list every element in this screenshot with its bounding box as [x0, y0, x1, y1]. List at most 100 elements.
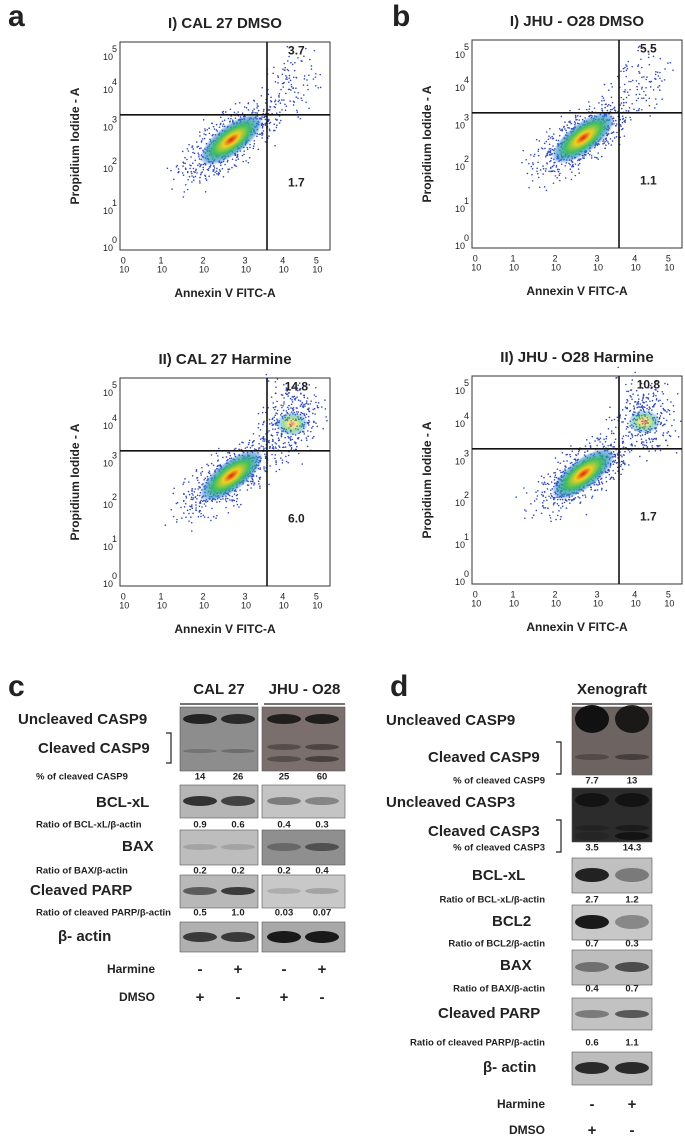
- dot: [655, 71, 657, 73]
- dot: [288, 408, 290, 410]
- dot: [575, 163, 577, 165]
- dot: [262, 126, 264, 128]
- dot: [194, 160, 196, 162]
- x-tick-label: 5: [666, 589, 671, 599]
- dot: [641, 67, 643, 69]
- dot: [272, 73, 274, 75]
- x-tick-label: 3: [594, 253, 599, 263]
- dot: [296, 446, 298, 448]
- dot: [544, 491, 546, 493]
- dot: [250, 481, 252, 483]
- dot: [285, 456, 287, 458]
- dot: [642, 444, 644, 446]
- dot: [297, 98, 299, 100]
- dot: [585, 445, 587, 447]
- dot: [527, 173, 529, 175]
- dot: [195, 168, 197, 170]
- dot: [655, 438, 657, 440]
- dot: [243, 150, 245, 152]
- dot: [630, 81, 632, 83]
- dot: [203, 119, 205, 121]
- dot: [623, 105, 625, 107]
- dot: [252, 110, 254, 112]
- dot: [275, 103, 277, 105]
- dot: [264, 438, 266, 440]
- y-tick-label: 1: [112, 198, 117, 208]
- dot: [227, 171, 229, 173]
- dot: [632, 80, 634, 82]
- dot: [260, 445, 262, 447]
- dot: [253, 484, 255, 486]
- dot: [196, 172, 198, 174]
- dot: [236, 498, 238, 500]
- protein-label: Cleaved CASP9: [38, 740, 150, 757]
- dot: [559, 174, 561, 176]
- dot: [548, 138, 550, 140]
- dot: [243, 154, 245, 156]
- dot: [272, 428, 274, 430]
- blot-band: [575, 754, 609, 760]
- dot: [269, 130, 271, 132]
- dot: [538, 155, 540, 157]
- dot: [656, 445, 658, 447]
- dot: [240, 504, 242, 506]
- dot: [546, 131, 548, 133]
- dot: [571, 499, 573, 501]
- dot: [239, 489, 241, 491]
- dot: [650, 441, 652, 443]
- dot: [236, 495, 238, 497]
- dot: [563, 126, 565, 128]
- x-tick-label: 10: [312, 264, 322, 274]
- dot: [216, 124, 218, 126]
- dot: [226, 501, 228, 503]
- dot: [564, 165, 566, 167]
- dot: [183, 493, 185, 495]
- dot: [201, 140, 203, 142]
- dot: [624, 451, 626, 453]
- dot: [190, 516, 192, 518]
- dot: [523, 487, 525, 489]
- dot: [222, 457, 224, 459]
- dot: [546, 141, 548, 143]
- dot: [276, 124, 278, 126]
- dot: [248, 442, 250, 444]
- dot: [648, 97, 650, 99]
- dot: [653, 89, 655, 91]
- dot: [560, 518, 562, 520]
- dot: [599, 441, 601, 443]
- dot: [567, 127, 569, 129]
- dot: [590, 445, 592, 447]
- x-tick-label: 10: [199, 264, 209, 274]
- dot: [626, 390, 628, 392]
- dot: [549, 148, 551, 150]
- treatment-mark: +: [234, 961, 243, 978]
- dot: [628, 391, 630, 393]
- dot: [204, 478, 206, 480]
- blot-band: [267, 797, 301, 805]
- dot: [559, 462, 561, 464]
- blot-band: [615, 825, 649, 831]
- dot: [541, 512, 543, 514]
- dot: [557, 169, 559, 171]
- dot: [206, 179, 208, 181]
- group-header: CAL 27: [193, 681, 244, 698]
- dot: [200, 502, 202, 504]
- dot: [176, 519, 178, 521]
- dot: [268, 94, 270, 96]
- blot-band: [305, 744, 339, 750]
- dot: [306, 439, 308, 441]
- dot: [645, 397, 647, 399]
- dot: [625, 414, 627, 416]
- dot: [666, 432, 668, 434]
- dot: [300, 60, 302, 62]
- dot: [667, 384, 669, 386]
- dot: [225, 497, 227, 499]
- blot-band: [267, 888, 301, 894]
- dot: [605, 441, 607, 443]
- dot: [304, 397, 306, 399]
- blot-band: [615, 915, 649, 929]
- dot: [257, 105, 259, 107]
- blot-band: [305, 756, 339, 762]
- x-tick-label: 10: [241, 264, 251, 274]
- dot: [242, 161, 244, 163]
